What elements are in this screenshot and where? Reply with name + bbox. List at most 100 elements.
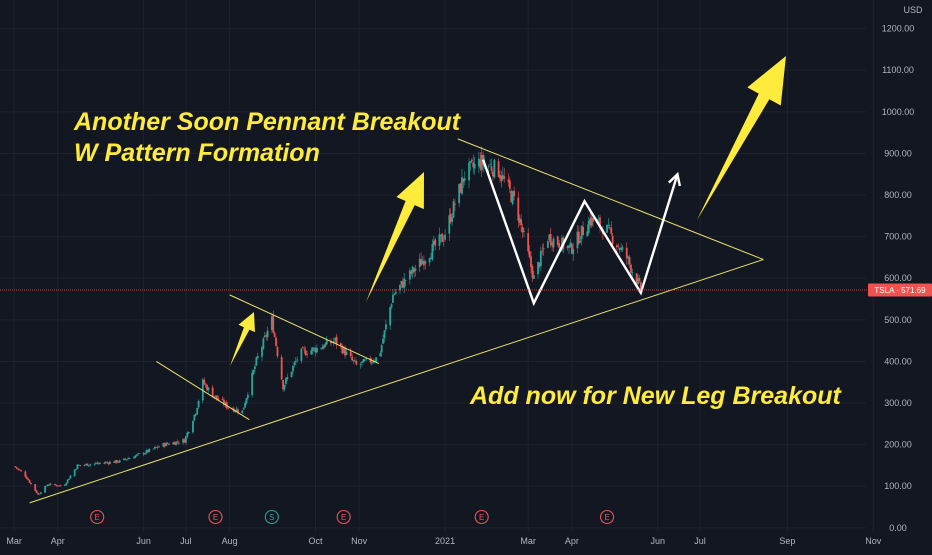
candle-body	[203, 379, 206, 385]
candle-body	[423, 260, 425, 266]
candle-body	[280, 357, 283, 380]
candle-body	[548, 234, 551, 240]
candle-body	[351, 356, 354, 361]
last-price-tag[interactable]: TSLA · 571.69	[868, 283, 932, 297]
candle-body	[262, 338, 265, 349]
candle-body	[617, 246, 620, 248]
candle-body	[272, 315, 275, 333]
candle-body	[146, 450, 149, 453]
candle-body	[569, 242, 572, 247]
candle-body	[97, 463, 100, 465]
y-tick-label: 500.00	[884, 315, 912, 325]
candle-body	[344, 347, 346, 356]
w-pattern-arrowhead	[668, 171, 682, 187]
candle-body	[432, 241, 435, 245]
candle-body	[394, 291, 397, 294]
candle-body	[293, 362, 296, 365]
candle-body	[155, 447, 158, 448]
candle-body	[214, 395, 217, 397]
candle-body	[162, 443, 165, 447]
x-tick-label: Aug	[222, 536, 238, 546]
candle-body	[252, 369, 255, 375]
candle-body	[635, 273, 638, 285]
candle-body	[294, 360, 297, 362]
y-tick-label: 1200.00	[882, 24, 915, 34]
trendlines	[29, 138, 764, 504]
candle-body	[454, 203, 456, 205]
candle-body	[244, 403, 246, 408]
candle-body	[477, 158, 480, 167]
candle-body	[96, 462, 99, 464]
annotation-w-pattern: W Pattern Formation	[74, 139, 320, 167]
candle-body	[255, 357, 258, 366]
candle-body	[148, 448, 151, 452]
candle-body	[83, 464, 86, 466]
candle-body	[372, 361, 375, 363]
y-tick-label: 1100.00	[882, 65, 914, 75]
event-marker	[599, 509, 615, 525]
candle-body	[194, 413, 197, 416]
candle-body	[361, 361, 363, 364]
candle-body	[65, 483, 68, 486]
candle-body	[638, 278, 641, 281]
candle-body	[85, 463, 87, 465]
candle-body	[113, 461, 115, 463]
candle-body	[35, 490, 38, 493]
candle-body	[183, 439, 186, 443]
event-marker	[264, 509, 279, 525]
candle-body	[556, 236, 559, 245]
candle-body	[63, 484, 66, 486]
trendline	[156, 361, 250, 421]
candle-body	[152, 448, 155, 450]
candle-body	[497, 161, 500, 177]
candle-body	[385, 324, 387, 330]
candle-body	[134, 455, 137, 458]
candle-body	[273, 332, 276, 337]
candle-body	[156, 446, 159, 448]
candle-body	[424, 261, 427, 264]
candle-body	[39, 492, 42, 494]
candle-body	[135, 454, 138, 456]
x-tick-label: 2021	[435, 536, 455, 546]
candle-body	[490, 166, 493, 171]
candle-body	[400, 280, 403, 285]
candle-body	[192, 421, 194, 433]
x-tick-label: Mar	[520, 536, 536, 546]
x-tick-label: Jun	[136, 536, 151, 546]
candle-body	[20, 470, 23, 472]
candle-body	[590, 217, 593, 226]
candle-body	[177, 442, 180, 444]
candle-body	[551, 243, 554, 246]
candle-body	[58, 485, 61, 487]
candle-body	[106, 462, 108, 464]
candle-body	[75, 468, 77, 470]
candle-body	[320, 348, 323, 350]
candle-body	[501, 174, 504, 180]
candle-body	[599, 217, 601, 228]
arrow-up-large	[697, 56, 786, 220]
event-marker	[336, 509, 351, 525]
candle-body	[145, 450, 148, 454]
candle-body	[314, 348, 317, 353]
candle-body	[628, 257, 631, 265]
candle-body	[520, 219, 523, 226]
candle-body	[59, 485, 62, 487]
candle-body	[469, 161, 472, 163]
candle-body	[256, 356, 259, 359]
x-axis: Mar Apr Jun Jul Aug Oct Nov 2021 Mar Apr Jun Jul Sep…	[6, 536, 881, 546]
candle-body	[223, 399, 225, 406]
candle-body	[211, 387, 214, 398]
y-tick-label: 1000.00	[882, 107, 915, 117]
candle-body	[266, 330, 269, 338]
candle-body	[341, 346, 344, 354]
x-tick-label: Nov	[865, 536, 882, 546]
candle-body	[292, 365, 294, 372]
candle-body	[489, 164, 492, 166]
y-tick-label: 0.00	[889, 523, 907, 533]
candle-body	[448, 215, 451, 234]
candle-body	[518, 218, 521, 223]
candle-body	[201, 379, 204, 401]
candle-body	[311, 347, 314, 352]
candle-body	[441, 233, 444, 242]
